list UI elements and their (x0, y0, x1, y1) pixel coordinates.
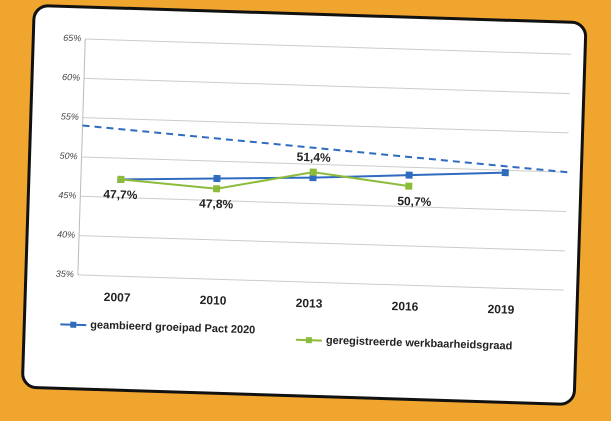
y-tick-label: 45% (58, 190, 76, 201)
legend-label: geregistreerde werkbaarheidsgraad (326, 335, 513, 353)
axis (77, 38, 86, 275)
card-frame (21, 4, 588, 406)
x-tick-label: 2016 (391, 299, 418, 314)
point (309, 168, 317, 176)
reference-line (82, 124, 568, 174)
annotation: 47,7% (103, 187, 138, 202)
legend-label: geambieerd groeipad Pact 2020 (90, 319, 255, 336)
y-tick-label: 60% (62, 72, 80, 83)
x-tick-label: 2007 (104, 290, 131, 305)
grid-line (84, 77, 570, 95)
point (213, 185, 221, 193)
y-tick-label: 35% (56, 269, 74, 280)
grid-line (82, 117, 569, 134)
point (117, 175, 125, 184)
grid-line (77, 274, 564, 291)
card: 35% 40% 45% 50% 55% 60% 65% 2007 2010 2013 2016 201… (21, 4, 588, 406)
point (405, 171, 413, 179)
y-tick-label: 65% (63, 33, 81, 44)
annotation: 51,4% (296, 150, 331, 165)
y-tick-label: 40% (57, 229, 75, 240)
point (309, 174, 317, 182)
legend-marker (70, 321, 77, 328)
point (405, 182, 413, 190)
grid-line (80, 195, 567, 213)
grid-line (81, 156, 568, 173)
point (213, 174, 221, 183)
y-tick-label: 50% (59, 151, 77, 162)
grid-line (85, 38, 572, 55)
x-tick-label: 2010 (200, 293, 227, 308)
legend-marker (305, 337, 313, 344)
x-tick-label: 2013 (296, 296, 323, 311)
y-tick-label: 55% (61, 111, 79, 122)
annotation: 47,8% (199, 196, 234, 211)
series-line (120, 171, 409, 190)
grid-line (79, 235, 565, 252)
x-tick-label: 2019 (487, 302, 514, 317)
point (501, 169, 509, 177)
annotation: 50,7% (397, 194, 432, 209)
